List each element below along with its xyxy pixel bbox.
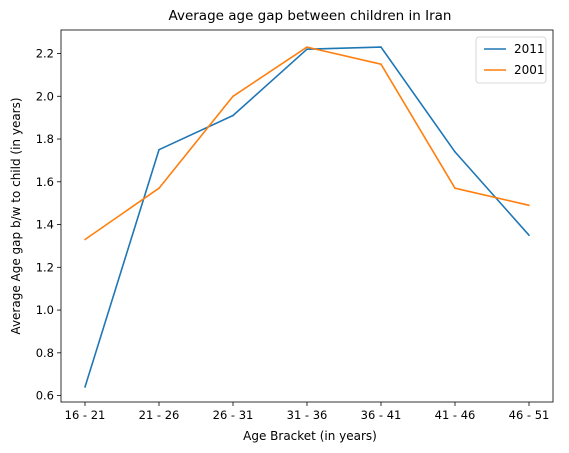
data-point-2011 bbox=[84, 386, 86, 388]
plot-frame bbox=[60, 29, 554, 403]
legend-label-2011: 2011 bbox=[514, 42, 545, 56]
data-point-2011 bbox=[528, 234, 530, 237]
y-axis-label: Average Age gap b/w to child (in years) bbox=[9, 97, 23, 334]
data-point-2011 bbox=[454, 151, 456, 153]
data-point-2001 bbox=[84, 238, 86, 241]
data-point-2001 bbox=[158, 187, 160, 190]
y-tick-label: 1.6 bbox=[36, 175, 54, 189]
data-point-2001 bbox=[380, 63, 382, 66]
x-tick-label: 21 - 26 bbox=[139, 408, 180, 422]
data-point-2011 bbox=[306, 48, 308, 51]
data-point-2011 bbox=[232, 114, 234, 117]
data-point-2001 bbox=[232, 95, 234, 98]
y-tick-label: 2.0 bbox=[36, 89, 54, 103]
x-tick-label: 31 - 36 bbox=[287, 408, 328, 422]
data-point-2001 bbox=[528, 204, 530, 207]
x-tick-label: 41 - 46 bbox=[435, 408, 476, 422]
y-tick-label: 2.2 bbox=[36, 47, 54, 61]
data-point-2011 bbox=[158, 148, 160, 151]
y-tick-label: 0.8 bbox=[36, 346, 54, 360]
y-tick-label: 1.0 bbox=[36, 303, 54, 317]
x-tick-label: 36 - 41 bbox=[361, 408, 402, 422]
y-tick-label: 0.6 bbox=[36, 389, 54, 403]
data-point-2011 bbox=[380, 46, 382, 48]
data-point-2001 bbox=[306, 46, 308, 48]
data-point-2001 bbox=[454, 187, 456, 190]
plot-area: 16 - 21 21 - 26 26 - 31 31 - 36 36 - 41 41 - … bbox=[36, 29, 554, 422]
y-tick-label: 1.4 bbox=[36, 218, 54, 232]
x-tick-label: 16 - 21 bbox=[65, 408, 106, 422]
chart-title: Average age gap between children in Iran bbox=[169, 8, 452, 24]
series-line-2001 bbox=[84, 46, 530, 241]
x-tick-label: 26 - 31 bbox=[213, 408, 254, 422]
legend-label-2001: 2001 bbox=[514, 63, 545, 77]
x-tick-label: 46 - 51 bbox=[509, 408, 550, 422]
y-tick-label: 1.8 bbox=[36, 132, 54, 146]
series-line-2011 bbox=[84, 46, 530, 388]
x-axis-label: Age Bracket (in years) bbox=[243, 429, 377, 443]
y-tick-label: 1.2 bbox=[36, 260, 54, 274]
